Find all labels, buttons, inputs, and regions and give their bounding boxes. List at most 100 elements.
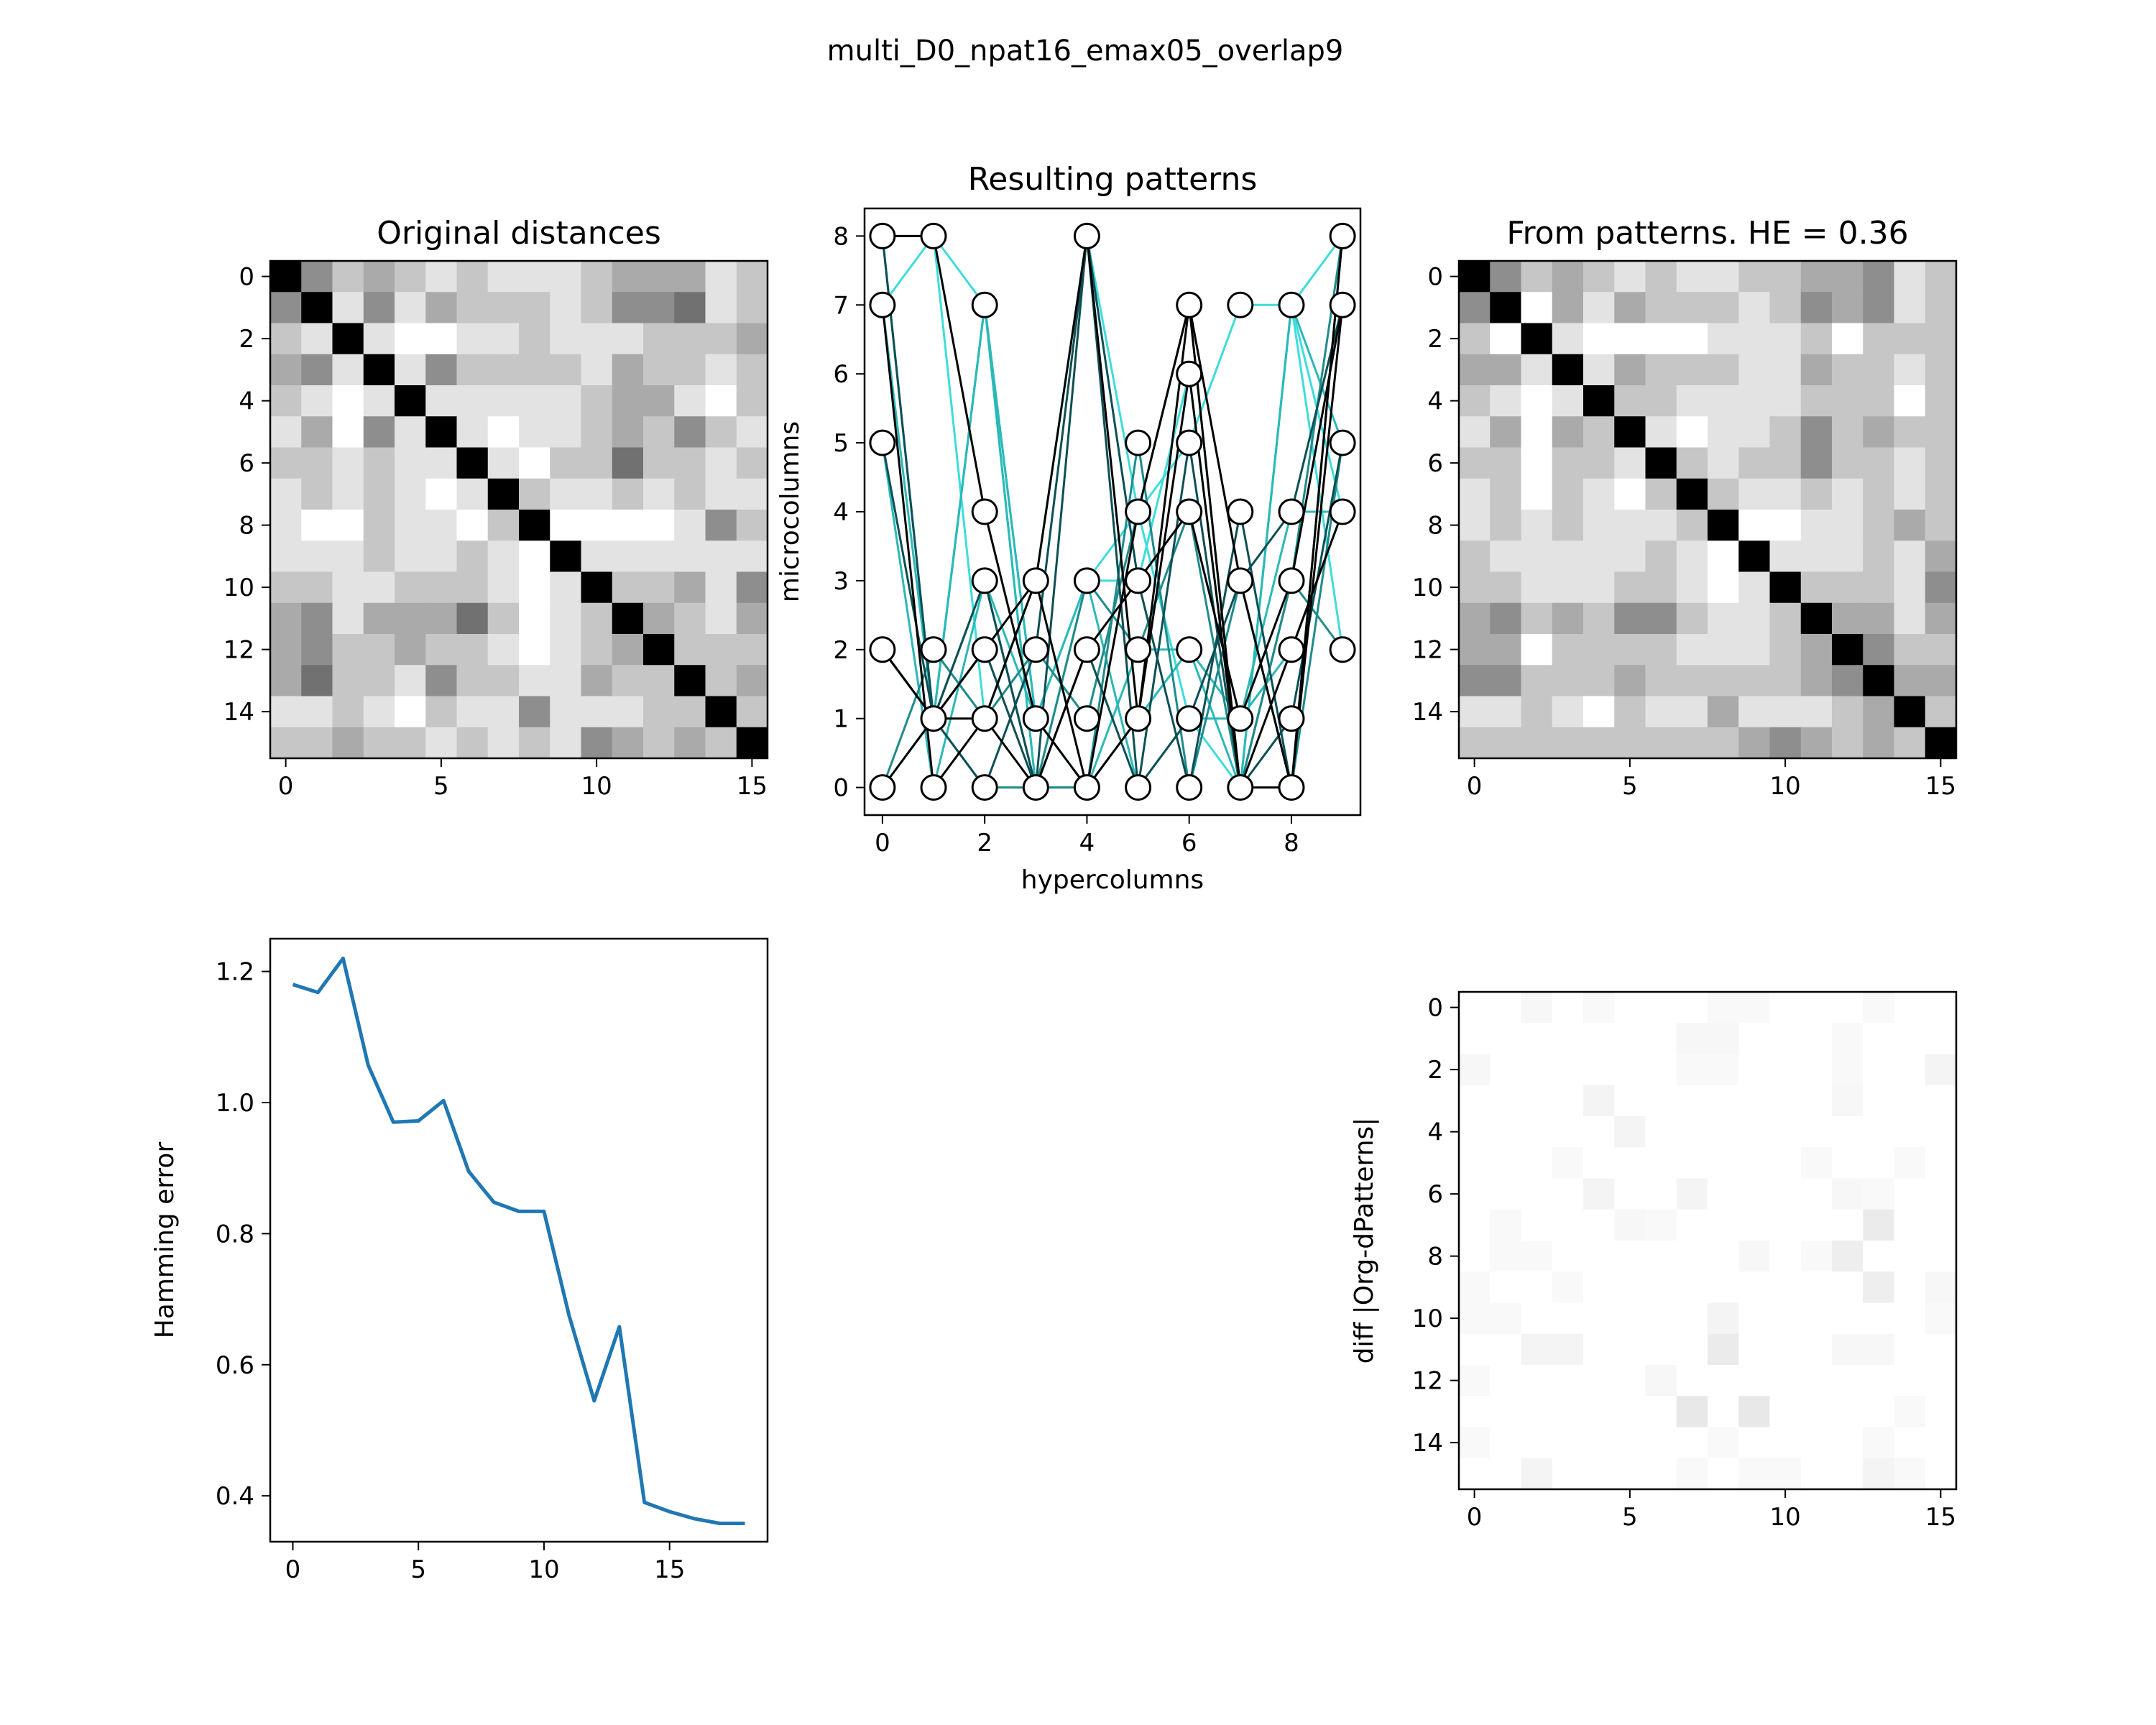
heatmap-cell <box>550 261 582 293</box>
heatmap-cell <box>1800 1147 1833 1179</box>
heatmap-cell <box>1894 696 1926 728</box>
heatmap-cell <box>674 602 706 635</box>
heatmap-cell <box>332 478 364 510</box>
y-tick-label: 0.4 <box>216 1482 254 1511</box>
heatmap-cell <box>674 385 706 417</box>
heatmap-cell <box>270 602 302 635</box>
heatmap-cell <box>1459 292 1491 324</box>
heatmap-cell <box>1521 1178 1553 1210</box>
heatmap-cell <box>1769 602 1802 635</box>
y-tick-label: 10 <box>1412 574 1443 602</box>
heatmap-cell <box>736 727 768 759</box>
heatmap-cell <box>1676 1365 1708 1397</box>
heatmap-cell <box>1552 696 1584 728</box>
heatmap-cell <box>1645 1458 1677 1490</box>
plot-frame <box>269 259 769 760</box>
heatmap-cell <box>1863 1054 1895 1086</box>
heatmap-cell <box>1769 354 1802 386</box>
heatmap-cell <box>1645 1427 1677 1459</box>
heatmap-cell <box>1645 634 1677 666</box>
heatmap-cell <box>1521 1302 1553 1335</box>
heatmap-cell <box>332 292 364 324</box>
heatmap-cell <box>1894 727 1926 759</box>
heatmap-cell <box>550 540 582 573</box>
pattern-marker <box>1022 774 1049 801</box>
heatmap-cell <box>581 510 613 541</box>
heatmap-cell <box>1676 1427 1708 1459</box>
heatmap-cell <box>1676 323 1708 355</box>
plot-frame <box>1457 990 1958 1491</box>
heatmap-cell <box>1521 665 1553 697</box>
heatmap-cell <box>1676 1178 1708 1210</box>
pattern-marker <box>1329 291 1356 318</box>
pattern-marker <box>920 705 947 732</box>
heatmap-cell <box>705 416 737 448</box>
heatmap-cell <box>1832 665 1864 697</box>
x-tick-label: 15 <box>654 1555 685 1584</box>
heatmap-cell <box>487 540 520 573</box>
heatmap-cell <box>363 478 395 510</box>
x-tick-label: 0 <box>285 1555 301 1584</box>
heatmap-cell <box>550 727 582 759</box>
heatmap-cell <box>1708 1365 1739 1397</box>
heatmap-cell <box>736 323 768 355</box>
heatmap-cell <box>674 571 706 604</box>
heatmap-cell <box>1614 1147 1646 1179</box>
heatmap-cell <box>332 510 364 541</box>
heatmap-cell <box>674 323 706 355</box>
heatmap-cell <box>1738 727 1771 759</box>
heatmap-cell <box>1708 385 1739 417</box>
pattern-marker <box>1022 567 1049 594</box>
heatmap-cell <box>1645 478 1677 510</box>
heatmap-cell <box>1925 571 1957 604</box>
heatmap-cell <box>612 571 644 604</box>
heatmap-cell <box>674 727 706 759</box>
heatmap-cell <box>1832 540 1864 573</box>
heatmap-cell <box>395 478 426 510</box>
x-tick-label: 0 <box>278 772 294 801</box>
heatmap-cell <box>487 354 520 386</box>
heatmap-cell <box>1552 478 1584 510</box>
y-tick-label: 2 <box>239 325 254 354</box>
heatmap-cell <box>612 354 644 386</box>
heatmap-cell <box>674 696 706 728</box>
heatmap-cell <box>1676 1241 1708 1272</box>
heatmap-cell <box>1645 1396 1677 1428</box>
heatmap-cell <box>1614 634 1646 666</box>
heatmap-cell <box>1459 727 1491 759</box>
heatmap-cell <box>270 696 302 728</box>
heatmap-cell <box>1583 1085 1615 1117</box>
heatmap-cell <box>1552 1116 1584 1148</box>
heatmap-cell <box>1459 1147 1491 1179</box>
heatmap-cell <box>1894 992 1926 1024</box>
heatmap-cell <box>395 447 426 479</box>
pattern-marker <box>1125 429 1152 456</box>
heatmap-cell <box>1894 1302 1926 1335</box>
heatmap-cell <box>705 696 737 728</box>
heatmap-cell <box>487 261 520 293</box>
heatmap-cell <box>1708 634 1739 666</box>
heatmap-cell <box>1708 354 1739 386</box>
pattern-line <box>882 234 1344 719</box>
heatmap-cell <box>1614 1023 1646 1055</box>
heatmap-cell <box>332 323 364 355</box>
y-tick-label: 0 <box>1427 263 1443 292</box>
heatmap-cell <box>425 292 458 324</box>
heatmap-cell <box>363 447 395 479</box>
x-tick-label: 5 <box>1622 772 1638 801</box>
heatmap-cell <box>612 540 644 573</box>
heatmap-cell <box>487 696 520 728</box>
y-tick-label: 8 <box>1427 512 1443 540</box>
heatmap-cell <box>1708 1116 1739 1148</box>
y-tick-label: 0.6 <box>216 1351 254 1380</box>
heatmap-cell <box>395 665 426 697</box>
heatmap-cell <box>550 602 582 635</box>
heatmap-cell <box>1708 292 1739 324</box>
heatmap-cell <box>1521 602 1553 635</box>
heatmap-cell <box>1925 416 1957 448</box>
heatmap-cell <box>705 447 737 479</box>
heatmap-cell <box>1894 354 1926 386</box>
heatmap-cell <box>1490 696 1522 728</box>
heatmap-cell <box>643 665 675 697</box>
heatmap-cell <box>1676 1302 1708 1335</box>
